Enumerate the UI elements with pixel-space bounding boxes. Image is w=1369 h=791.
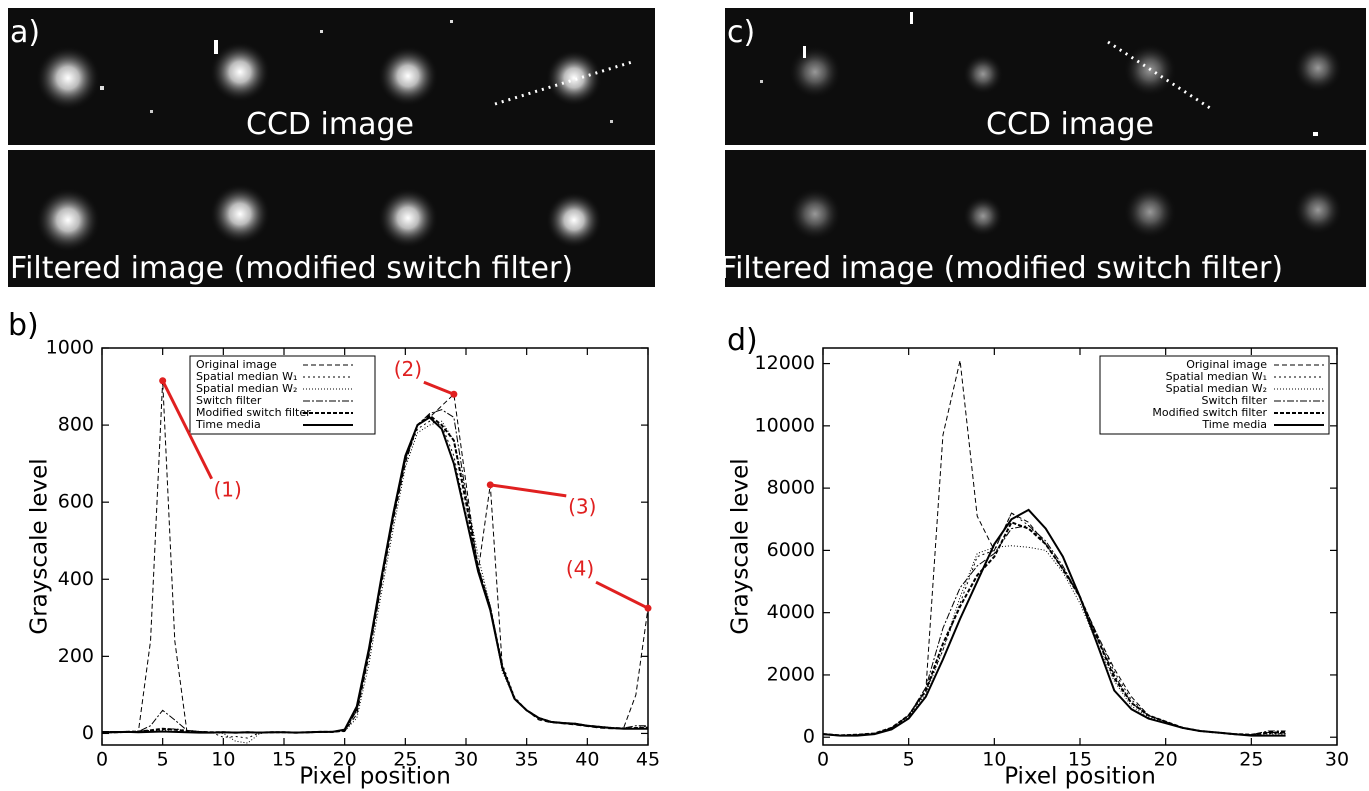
annotation-point bbox=[159, 377, 167, 385]
x-axis-title: Pixel position bbox=[299, 764, 451, 790]
annotation-label: (1) bbox=[213, 477, 241, 501]
panel-label: c) bbox=[727, 15, 755, 50]
x-tick-label: 45 bbox=[636, 749, 660, 771]
annotation-label: (2) bbox=[394, 357, 422, 381]
plot-frame bbox=[101, 347, 649, 746]
y-tick-label: 6000 bbox=[767, 539, 815, 561]
series-line bbox=[102, 416, 648, 734]
series-line bbox=[102, 420, 649, 744]
y-tick-label: 4000 bbox=[767, 601, 815, 623]
y-tick-label: 10000 bbox=[755, 414, 815, 436]
x-tick-label: 0 bbox=[96, 749, 108, 771]
legend-label: Original image bbox=[196, 358, 277, 371]
image-panel-c: c) CCD image Filtered image (modified sw… bbox=[720, 8, 1366, 287]
legend-label: Original image bbox=[1186, 358, 1267, 371]
y-tick-label: 600 bbox=[58, 491, 94, 513]
panel-label: b) bbox=[8, 308, 39, 343]
legend-label: Modified switch filter bbox=[196, 406, 311, 419]
x-tick-label: 30 bbox=[454, 749, 478, 771]
x-tick-label: 35 bbox=[515, 749, 539, 771]
image-panel-a: a) CCD image Filtered image (modified sw… bbox=[8, 8, 655, 287]
image-caption: Filtered image (modified switch filter) bbox=[720, 251, 1283, 286]
y-axis-title: Grayscale level bbox=[728, 458, 754, 634]
x-tick-label: 10 bbox=[211, 749, 235, 771]
image-caption: Filtered image (modified switch filter) bbox=[10, 251, 573, 286]
annotation-line bbox=[490, 483, 567, 498]
legend-label: Spatial median W₂ bbox=[1166, 382, 1267, 395]
y-tick-label: 1000 bbox=[46, 337, 94, 359]
legend-label: Spatial median W₁ bbox=[196, 370, 297, 383]
series-line bbox=[822, 512, 1286, 736]
legend-label: Switch filter bbox=[196, 394, 262, 407]
annotation-label: (3) bbox=[568, 494, 596, 518]
annotation-point bbox=[450, 390, 458, 398]
y-tick-label: 200 bbox=[58, 645, 94, 667]
x-tick-label: 30 bbox=[1325, 749, 1349, 771]
legend-label: Spatial median W₁ bbox=[1166, 370, 1267, 383]
x-tick-label: 25 bbox=[1239, 749, 1263, 771]
series-line bbox=[822, 545, 1286, 736]
y-tick-label: 8000 bbox=[767, 477, 815, 499]
x-tick-label: 20 bbox=[333, 749, 357, 771]
x-tick-label: 0 bbox=[817, 749, 829, 771]
y-tick-label: 12000 bbox=[755, 352, 815, 374]
legend-label: Modified switch filter bbox=[1152, 406, 1267, 419]
annotation-line bbox=[595, 580, 649, 610]
series-line bbox=[822, 521, 1286, 737]
x-tick-label: 15 bbox=[1068, 749, 1092, 771]
annotation-line bbox=[161, 380, 214, 480]
legend-label: Time media bbox=[195, 418, 261, 431]
annotation-point bbox=[486, 481, 494, 489]
x-tick-label: 5 bbox=[903, 749, 915, 771]
x-tick-label: 10 bbox=[982, 749, 1006, 771]
annotation-label: (4) bbox=[566, 557, 594, 581]
y-tick-label: 800 bbox=[58, 414, 94, 436]
series-line bbox=[822, 508, 1286, 737]
y-tick-label: 2000 bbox=[767, 663, 815, 685]
image-caption: CCD image bbox=[246, 107, 414, 142]
x-axis-title: Pixel position bbox=[1004, 764, 1156, 790]
panel-label: a) bbox=[10, 15, 40, 50]
legend-box bbox=[189, 355, 376, 435]
legend-label: Switch filter bbox=[1202, 394, 1268, 407]
image-caption: CCD image bbox=[986, 107, 1154, 142]
y-tick-label: 400 bbox=[58, 568, 94, 590]
x-tick-label: 5 bbox=[157, 749, 169, 771]
legend-box bbox=[1099, 355, 1330, 435]
annotation-line bbox=[423, 380, 455, 396]
y-tick-label: 0 bbox=[803, 726, 815, 748]
y-axis-title: Grayscale level bbox=[27, 458, 53, 634]
x-tick-label: 40 bbox=[575, 749, 599, 771]
legend-label: Time media bbox=[1201, 418, 1267, 431]
annotation-point bbox=[644, 604, 652, 612]
legend-label: Spatial median W₂ bbox=[196, 382, 297, 395]
panel-label: d) bbox=[727, 323, 758, 358]
y-tick-label: 0 bbox=[82, 722, 94, 744]
x-tick-label: 25 bbox=[393, 749, 417, 771]
x-tick-label: 20 bbox=[1154, 749, 1178, 771]
x-tick-label: 15 bbox=[272, 749, 296, 771]
